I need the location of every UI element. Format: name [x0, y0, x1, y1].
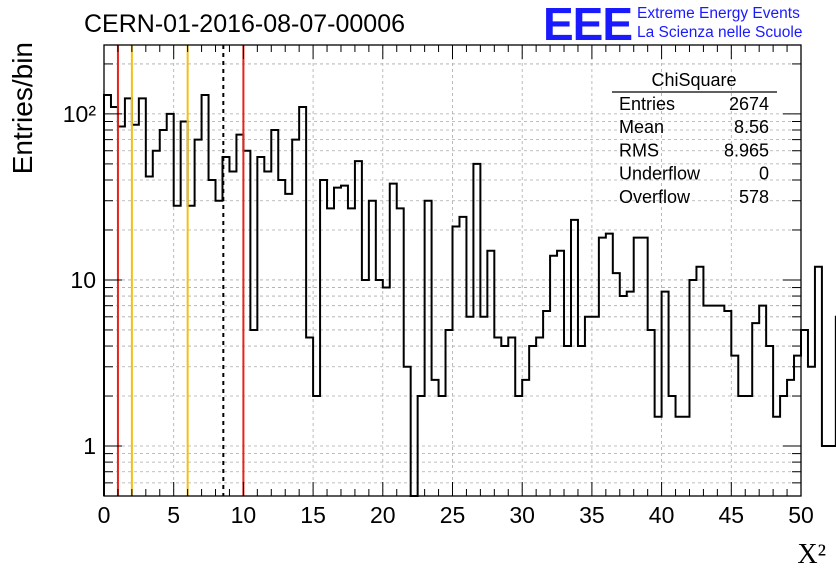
x-tick-label: 40 — [649, 502, 675, 528]
x-tick-label: 50 — [788, 502, 814, 528]
y-tick-label: 1 — [83, 433, 96, 459]
x-tick-labels: 0 5 10 15 20 25 30 35 40 45 50 — [98, 502, 814, 528]
axis-ticks — [103, 45, 802, 497]
stats-value-underflow: 0 — [759, 164, 769, 184]
x-tick-label: 35 — [579, 502, 605, 528]
reference-lines — [116, 45, 245, 496]
y-tick-label: 10 — [70, 267, 96, 293]
stats-label-overflow: Overflow — [619, 187, 691, 207]
stats-label-entries: Entries — [619, 94, 675, 114]
x-axis-label: X² — [797, 539, 826, 570]
x-tick-label: 10 — [231, 502, 257, 528]
run-title: CERN-01-2016-08-07-00006 — [84, 10, 406, 38]
histogram-series — [103, 93, 836, 497]
stats-label-underflow: Underflow — [619, 164, 701, 184]
histogram-outline — [103, 93, 836, 497]
stats-value-mean: 8.56 — [734, 117, 769, 137]
grid — [104, 45, 801, 497]
x-tick-label: 30 — [509, 502, 535, 528]
stats-value-overflow: 578 — [739, 187, 769, 207]
stats-box: ChiSquare Entries 2674 Mean 8.56 RMS 8.965 Unde… — [612, 70, 777, 207]
x-tick-label: 20 — [370, 502, 396, 528]
x-tick-label: 5 — [167, 502, 180, 528]
y-tick-label: 10² — [63, 101, 97, 127]
x-tick-label: 25 — [440, 502, 466, 528]
stats-value-rms: 8.965 — [724, 140, 769, 160]
org-subtitle: La Scienza nelle Scuole — [637, 24, 803, 41]
stats-label-mean: Mean — [619, 117, 664, 137]
x-tick-label: 45 — [719, 502, 745, 528]
y-tick-labels: 1 10 10² — [63, 101, 97, 459]
org-name: Extreme Energy Events — [637, 5, 800, 22]
x-tick-label: 0 — [98, 502, 111, 528]
stats-label-rms: RMS — [619, 140, 659, 160]
stats-value-entries: 2674 — [729, 94, 769, 114]
eee-logo: EEE — [543, 0, 633, 50]
x-tick-label: 15 — [300, 502, 326, 528]
stats-title: ChiSquare — [651, 70, 736, 90]
y-axis-label: Entries/bin — [7, 42, 38, 174]
